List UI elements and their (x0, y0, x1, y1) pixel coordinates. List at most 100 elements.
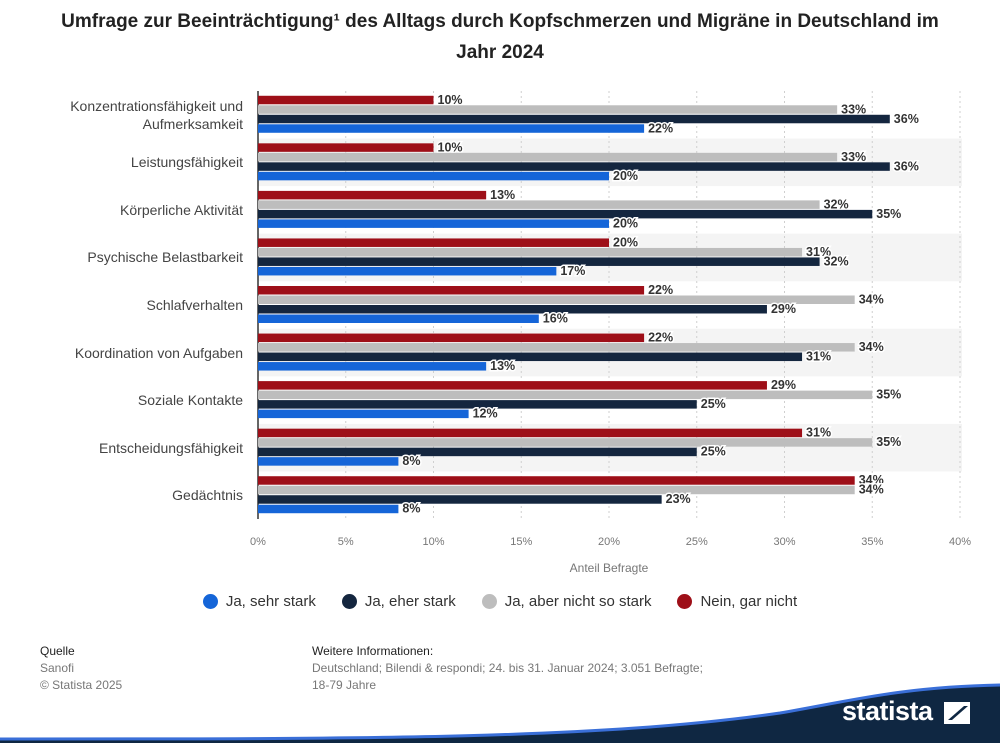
bar (258, 124, 645, 133)
bar (258, 390, 873, 400)
data-label: 13% (490, 188, 515, 202)
bar (258, 105, 838, 114)
bar (258, 266, 557, 276)
data-label: 35% (876, 435, 901, 449)
data-label: 35% (876, 388, 901, 402)
data-label: 12% (473, 407, 498, 421)
info-heading: Weitere Informationen: (312, 644, 434, 658)
data-label: 31% (806, 245, 831, 259)
bar (258, 247, 803, 257)
data-label: 8% (402, 502, 420, 516)
data-label: 16% (543, 312, 568, 326)
bar (258, 143, 434, 152)
data-label: 34% (859, 473, 884, 487)
data-label: 34% (859, 293, 884, 307)
bar (258, 95, 434, 105)
bar (258, 381, 767, 390)
category-label: Koordination von Aufgaben (74, 344, 243, 361)
x-tick-label: 35% (861, 536, 883, 548)
category-label: Psychische Belastbarkeit (87, 249, 243, 266)
data-label: 32% (824, 254, 849, 268)
brand-wave-accent (0, 683, 1000, 741)
bar (258, 190, 487, 200)
data-label: 29% (771, 302, 796, 316)
x-tick-label: 25% (686, 536, 708, 548)
x-tick-label: 20% (598, 536, 620, 548)
legend-item-sehr-stark[interactable]: Ja, sehr stark (202, 593, 316, 610)
legend-dot-eher-stark (341, 594, 357, 609)
bar (258, 438, 873, 447)
bar (258, 409, 469, 419)
legend-item-eher-stark[interactable]: Ja, eher stark (341, 593, 456, 610)
category-label: Leistungsfähigkeit (130, 154, 243, 171)
data-label: 8% (402, 454, 420, 468)
data-label: 22% (648, 121, 673, 135)
data-label: 20% (613, 235, 638, 249)
data-label: 32% (824, 197, 849, 211)
data-label: 22% (648, 331, 673, 345)
category-label: Schlafverhalten (146, 297, 243, 313)
legend-label: Ja, eher stark (364, 593, 456, 610)
legend-item-gar-nicht[interactable]: Nein, gar nicht (677, 593, 797, 610)
data-label: 20% (613, 216, 638, 230)
legend-dot-nicht-so-stark (481, 594, 497, 609)
data-label: 13% (490, 359, 515, 373)
bar (258, 504, 399, 514)
bar-chart: 0% 5% 10% 15% 20% 25% 30% 35% 40% Anteil Befragte… (250, 91, 971, 575)
x-axis-title: Anteil Befragte (570, 561, 649, 575)
x-tick-label: 15% (510, 536, 532, 548)
bar (258, 257, 820, 266)
bar (258, 171, 609, 181)
bar (258, 495, 662, 504)
legend: Ja, sehr stark Ja, eher stark Ja, aber n… (0, 593, 1000, 610)
x-tick-label: 0% (250, 536, 266, 548)
statista-logo[interactable]: statista (842, 696, 933, 726)
bar (258, 476, 855, 485)
data-label: 22% (648, 283, 673, 297)
brand-banner (0, 683, 1000, 743)
data-label: 23% (666, 492, 691, 506)
bar (258, 209, 873, 219)
bar (258, 457, 399, 466)
legend-item-nicht-so-stark[interactable]: Ja, aber nicht so stark (481, 593, 652, 610)
data-label: 25% (701, 397, 726, 411)
data-label: 35% (876, 207, 901, 221)
data-label: 33% (841, 102, 866, 116)
bar (258, 447, 697, 457)
x-tick-label: 10% (422, 536, 444, 548)
category-label: Entscheidungsfähigkeit (99, 439, 243, 456)
info-line: 18-79 Jahre (312, 678, 377, 692)
legend-label: Ja, sehr stark (225, 593, 316, 610)
x-tick-label: 5% (338, 536, 354, 548)
data-label: 34% (859, 340, 884, 354)
source-name[interactable]: Sanofi (40, 661, 75, 675)
chart-title: Umfrage zur Beeinträchtigung¹ des Alltag… (61, 11, 939, 63)
brand-wave (0, 685, 1000, 743)
x-tick-label: 40% (949, 536, 971, 548)
bar (258, 352, 803, 362)
data-label: 17% (560, 264, 585, 278)
legend-label: Ja, aber nicht so stark (504, 593, 652, 610)
bar (258, 333, 645, 343)
bar (258, 295, 855, 304)
data-label: 25% (701, 445, 726, 459)
data-label: 36% (894, 112, 919, 126)
category-label: Konzentrationsfähigkeit und Aufmerksamke… (70, 97, 243, 132)
data-label: 29% (771, 378, 796, 392)
data-label: 10% (438, 140, 463, 154)
bar (258, 362, 487, 371)
statista-logo-icon (944, 702, 970, 724)
category-label: Soziale Kontakte (137, 392, 243, 409)
bar (258, 286, 645, 295)
data-label: 36% (894, 159, 919, 173)
bar (258, 400, 697, 409)
bar (258, 114, 890, 124)
legend-dot-sehr-stark (202, 594, 218, 609)
x-tick-label: 30% (773, 536, 795, 548)
info-line: Deutschland; Bilendi & respondi; 24. bis… (312, 661, 703, 675)
bar (258, 314, 539, 323)
info-block: Weitere Informationen: Deutschland; Bile… (312, 643, 703, 694)
bar (258, 238, 609, 247)
bar (258, 305, 767, 314)
data-label: 33% (841, 150, 866, 164)
